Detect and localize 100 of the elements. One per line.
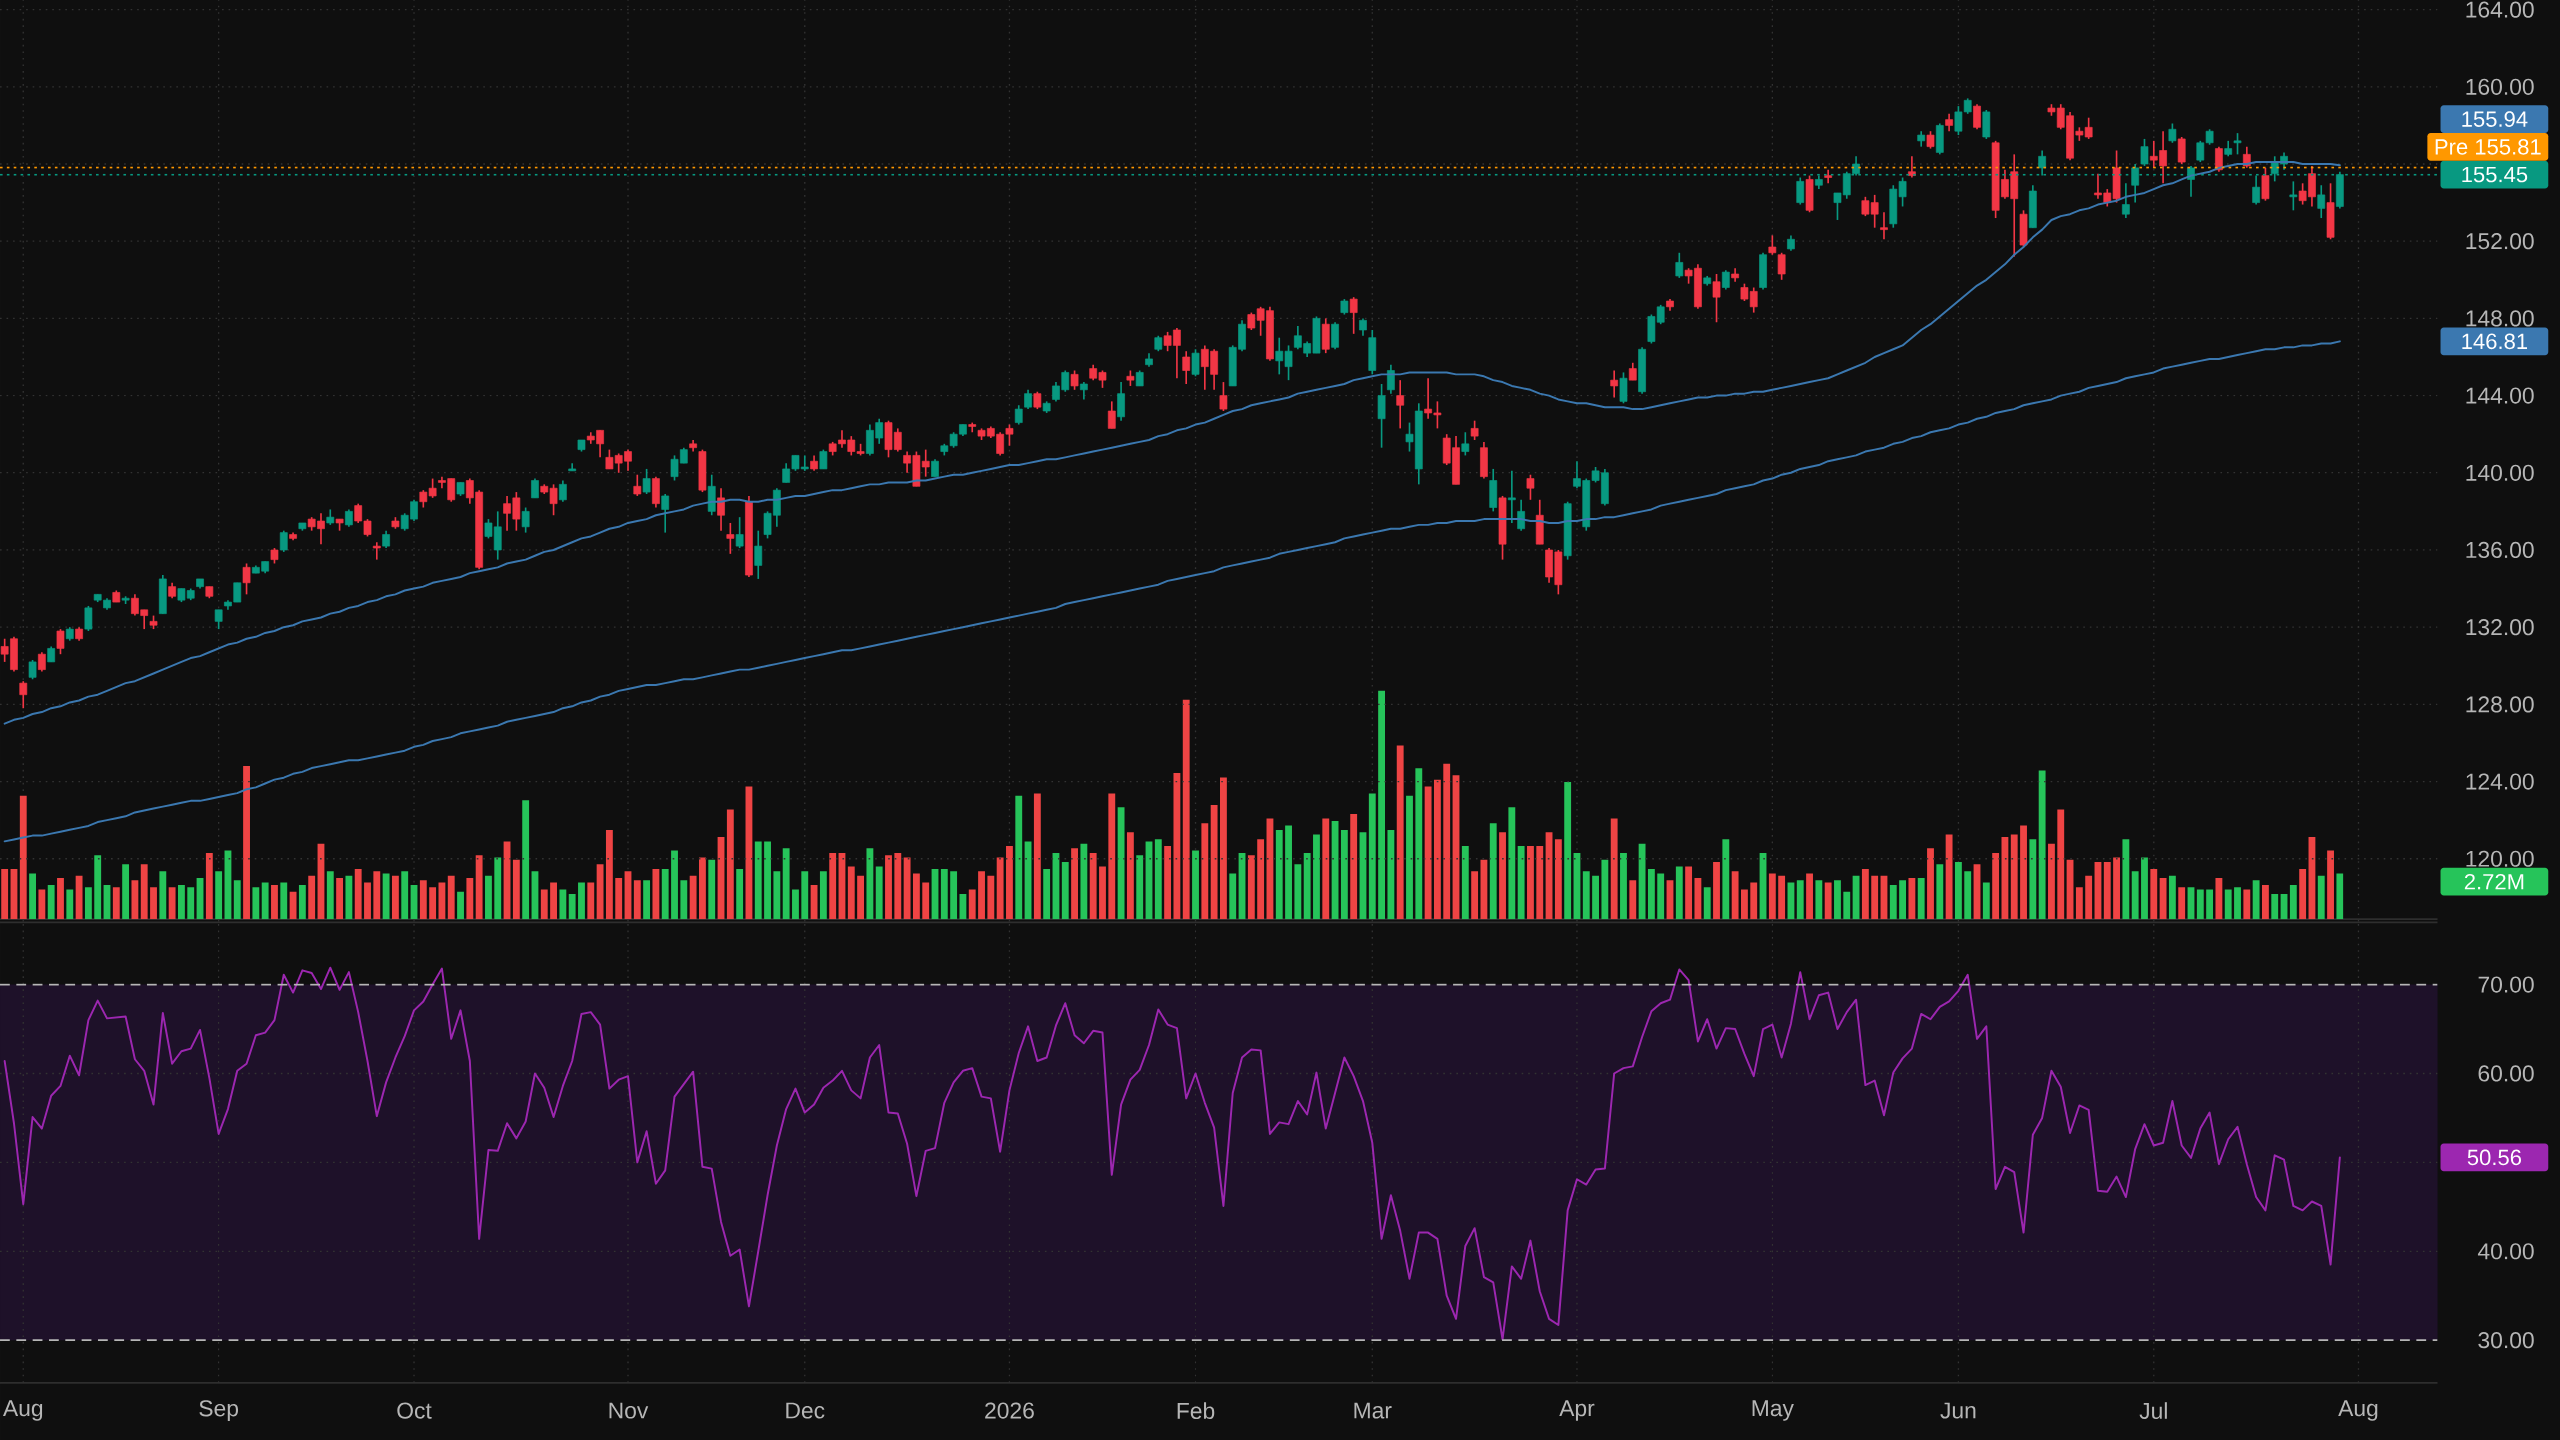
bar: [131, 880, 139, 920]
candlestick: [2261, 167, 2270, 202]
candlestick: [1219, 381, 1228, 412]
bar: [2141, 857, 2148, 920]
bar: [2122, 839, 2130, 920]
bar: [2215, 878, 2223, 920]
y-tick-label: 124.00: [2466, 773, 2534, 790]
candlestick: [28, 659, 37, 681]
bar: [922, 882, 930, 920]
bar: [1592, 875, 1599, 920]
bar: [978, 871, 985, 920]
bar: [84, 887, 92, 920]
bar: [1536, 846, 1544, 920]
bar: [364, 882, 371, 920]
candlestick: [1377, 383, 1386, 449]
bar: [596, 864, 604, 920]
bar: [1917, 878, 1925, 920]
bar: [699, 857, 706, 920]
bar: [94, 855, 102, 920]
bar: [1433, 779, 1441, 920]
x-tick-label: Aug: [2338, 1400, 2378, 1421]
bar: [252, 887, 260, 920]
candlestick: [1331, 321, 1339, 351]
bar: [66, 889, 74, 920]
bar: [540, 889, 548, 920]
candlestick: [521, 506, 530, 534]
bar: [1340, 830, 1348, 920]
bar: [1368, 793, 1376, 920]
bar: [2243, 889, 2251, 920]
bar: [689, 875, 697, 920]
bar: [150, 887, 157, 920]
bar: [2103, 862, 2111, 920]
bar: [1117, 807, 1125, 920]
bar: [1750, 882, 1758, 920]
bar: [1201, 823, 1209, 920]
bar: [382, 873, 390, 920]
candlestick: [2233, 132, 2242, 156]
bar: [1471, 871, 1479, 920]
candlestick: [1824, 168, 1833, 185]
bar: [1461, 846, 1469, 920]
candlestick: [633, 473, 642, 497]
bar: [1936, 864, 1944, 920]
bar: [1629, 880, 1637, 920]
bar: [559, 889, 567, 920]
candlestick: [1349, 296, 1358, 335]
bar: [205, 852, 213, 920]
text: 155.94: [2462, 111, 2528, 127]
bar: [894, 852, 902, 920]
bar: [187, 887, 195, 920]
bar: [2299, 868, 2307, 920]
bar: [1806, 873, 1813, 920]
bar: [550, 882, 557, 920]
x-tick-label: May: [1752, 1400, 1794, 1421]
text: 2.72M: [2464, 873, 2524, 890]
x-tick-label: Apr: [1559, 1400, 1595, 1421]
bar: [1154, 839, 1162, 920]
bar: [1554, 839, 1562, 920]
bar: [1061, 862, 1069, 920]
bar: [959, 894, 967, 920]
y-tick-label: 136.00: [2466, 541, 2534, 559]
bar: [2057, 809, 2065, 920]
bar: [19, 795, 27, 920]
bar: [1778, 875, 1786, 920]
bar: [2010, 834, 2018, 920]
bar: [168, 887, 176, 920]
bar: [2020, 825, 2027, 920]
candlestick: [1107, 400, 1116, 430]
bar: [1, 868, 9, 920]
bar: [1229, 873, 1237, 920]
candlestick: [1117, 381, 1125, 422]
bar: [1285, 825, 1292, 920]
bar: [996, 857, 1004, 920]
bar: [373, 871, 381, 920]
bar: [326, 871, 334, 920]
bar: [1099, 866, 1106, 920]
candlestick: [2168, 122, 2177, 144]
bar: [159, 871, 167, 920]
bar: [1080, 843, 1088, 920]
bar: [968, 889, 976, 920]
candlestick: [1387, 363, 1395, 395]
candlestick: [2317, 184, 2326, 219]
bar: [2038, 770, 2046, 920]
bar: [1294, 864, 1302, 920]
candlestick: [717, 487, 725, 532]
x-tick-label: Jul: [2139, 1402, 2167, 1419]
bar: [819, 871, 827, 920]
bar: [112, 887, 120, 920]
candlestick: [242, 562, 251, 596]
bar: [1741, 889, 1748, 920]
x-tick-label: Sep: [199, 1400, 239, 1421]
bar: [1843, 891, 1851, 920]
bar: [708, 859, 716, 920]
bar: [615, 878, 623, 920]
bar: [261, 882, 269, 920]
y-tick-label: 160.00: [2466, 78, 2534, 95]
bar: [29, 873, 36, 920]
bar: [1610, 818, 1618, 920]
bar: [1350, 814, 1358, 920]
text: 50.56: [2467, 1149, 2521, 1166]
bar: [1313, 834, 1320, 920]
